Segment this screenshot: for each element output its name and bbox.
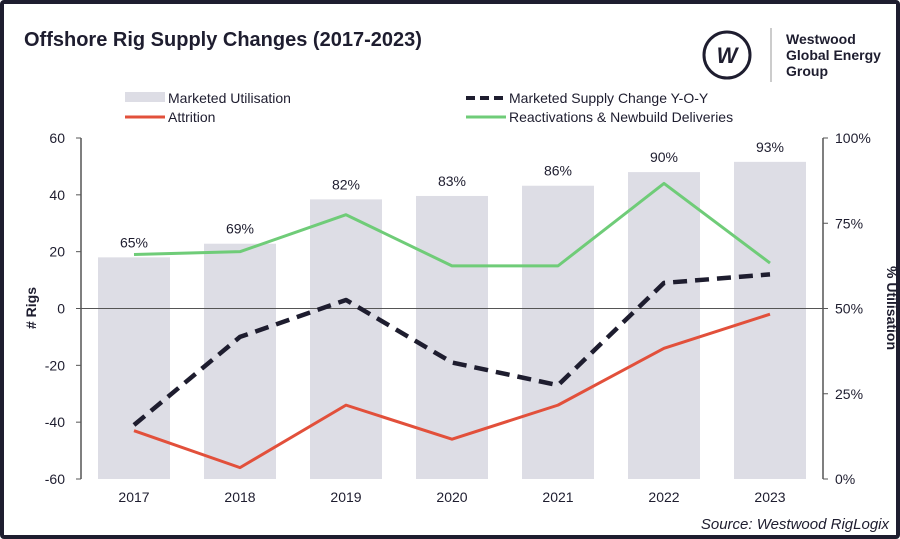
westwood-logo: W Westwood Global Energy Group	[702, 28, 881, 82]
bar-label-2019: 82%	[332, 176, 360, 192]
x-tick-label: 2019	[330, 489, 361, 505]
bar-2023	[734, 161, 806, 479]
y-tick-label: -60	[45, 471, 65, 487]
bar-2019	[310, 199, 382, 479]
x-tick-label: 2018	[224, 489, 255, 505]
y-tick-label: -20	[45, 357, 65, 373]
source-note: Source: Westwood RigLogix	[701, 516, 890, 533]
bar-2017	[98, 257, 170, 479]
legend-supply: Marketed Supply Change Y-O-Y	[509, 90, 709, 106]
bar-2021	[522, 185, 594, 480]
legend-swatch-utilisation	[125, 92, 165, 102]
x-tick-label: 2017	[118, 489, 149, 505]
y2-axis-label: % Utilisation	[884, 266, 900, 350]
x-tick-label: 2022	[648, 489, 679, 505]
chart: Offshore Rig Supply Changes (2017-2023) …	[23, 28, 900, 533]
logo-line2: Global Energy	[786, 47, 881, 63]
y-tick-label: 40	[49, 187, 65, 203]
y-tick-label: 20	[49, 244, 65, 260]
bar-2020	[416, 195, 488, 479]
bar-2018	[204, 243, 276, 479]
y2-tick-label: 75%	[835, 215, 863, 231]
legend-utilisation: Marketed Utilisation	[168, 90, 291, 106]
bar-label-2020: 83%	[438, 173, 466, 189]
y2-tick-label: 25%	[835, 386, 863, 402]
y-tick-label: -40	[45, 414, 65, 430]
chart-title: Offshore Rig Supply Changes (2017-2023)	[24, 29, 422, 51]
logo-line1: Westwood	[786, 31, 856, 47]
x-tick-label: 2023	[754, 489, 785, 505]
bar-label-2018: 69%	[226, 221, 254, 237]
bar-label-2017: 65%	[120, 234, 148, 250]
y-tick-label: 60	[49, 130, 65, 146]
legend-attrition: Attrition	[168, 109, 215, 125]
logo-circle-icon	[702, 30, 752, 80]
y2-tick-label: 100%	[835, 130, 871, 146]
y-tick-label: 0	[57, 301, 65, 317]
bar-2022	[628, 172, 700, 479]
bar-label-2023: 93%	[756, 139, 784, 155]
y2-tick-label: 50%	[835, 301, 863, 317]
x-tick-label: 2021	[542, 489, 573, 505]
logo-line3: Group	[786, 63, 828, 79]
x-tick-label: 2020	[436, 489, 467, 505]
y2-tick-label: 0%	[835, 471, 855, 487]
legend: Marketed Utilisation Attrition Marketed …	[125, 90, 733, 125]
y-axis-label: # Rigs	[23, 287, 39, 329]
bar-label-2022: 90%	[650, 149, 678, 165]
bar-label-2021: 86%	[544, 163, 572, 179]
logo-mark: W	[717, 43, 740, 68]
legend-reactivations: Reactivations & Newbuild Deliveries	[509, 109, 733, 125]
